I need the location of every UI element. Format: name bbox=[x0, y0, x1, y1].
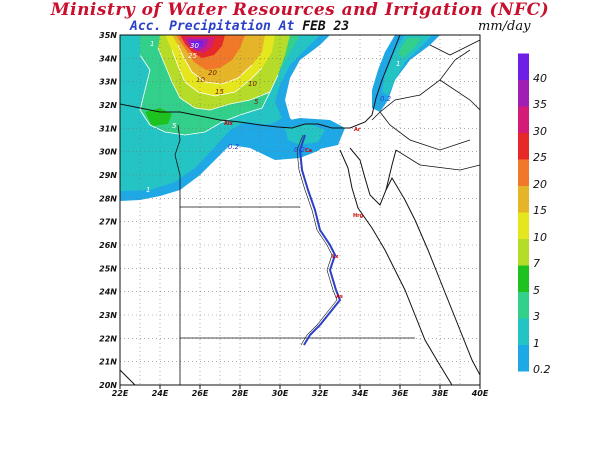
contour-label: 1 bbox=[146, 186, 150, 194]
legend-swatch bbox=[518, 345, 529, 372]
legend-swatch bbox=[518, 53, 529, 80]
legend-label: 1 bbox=[533, 337, 540, 350]
legend-labels: 0.2 1 3 5 7 10 15 20 25 30 35 40 bbox=[533, 72, 551, 376]
legend-label: 25 bbox=[533, 151, 547, 164]
x-tick-label: 28E bbox=[232, 389, 249, 398]
city-markers: Alx Ca Ar Hrg Lx As bbox=[224, 121, 364, 300]
contour-label: 10 bbox=[196, 76, 205, 84]
contour-label: 1 bbox=[396, 60, 400, 68]
y-tick-label: 21N bbox=[99, 358, 117, 367]
city-label: Hrg bbox=[353, 213, 364, 219]
y-tick-labels: 20N 21N 22N 23N 24N 25N 26N 27N 28N 29N … bbox=[99, 31, 117, 390]
legend-label: 30 bbox=[533, 125, 547, 138]
precip-area-delta-1 bbox=[285, 124, 325, 145]
x-tick-label: 30E bbox=[272, 389, 289, 398]
legend-label: 10 bbox=[533, 231, 547, 244]
x-tick-label: 22E bbox=[112, 389, 129, 398]
y-tick-label: 24N bbox=[99, 288, 117, 297]
legend-swatch bbox=[518, 106, 529, 133]
y-tick-label: 35N bbox=[99, 31, 117, 40]
legend-label: 0.2 bbox=[533, 363, 551, 376]
y-tick-label: 23N bbox=[99, 311, 117, 320]
y-tick-label: 33N bbox=[99, 78, 117, 87]
legend-label: 3 bbox=[533, 310, 540, 323]
x-tick-label: 24E bbox=[152, 389, 169, 398]
x-tick-label: 40E bbox=[471, 389, 489, 398]
y-tick-label: 34N bbox=[99, 54, 117, 63]
contour-label: 20 bbox=[208, 69, 217, 77]
contour-label: 0.2 bbox=[380, 95, 392, 103]
legend-label: 35 bbox=[533, 98, 547, 111]
map-frame bbox=[119, 34, 481, 386]
legend-swatch bbox=[518, 265, 529, 292]
x-tick-label: 32E bbox=[312, 389, 329, 398]
borders bbox=[174, 39, 480, 385]
x-tick-label: 26E bbox=[192, 389, 209, 398]
legend-label: 20 bbox=[533, 178, 547, 191]
contour-label: 0.2 bbox=[228, 143, 240, 151]
y-tick-label: 30N bbox=[99, 148, 117, 157]
contour-label: 25 bbox=[188, 52, 197, 60]
nile-banks bbox=[296, 134, 338, 346]
x-tick-label: 38E bbox=[432, 389, 449, 398]
y-tick-label: 31N bbox=[99, 124, 117, 133]
city-label: Alx bbox=[224, 121, 234, 127]
precip-area-ne-1 bbox=[382, 35, 432, 95]
legend-swatch bbox=[518, 186, 529, 213]
contour-label: 5 bbox=[254, 98, 259, 106]
precip-area-ne-3 bbox=[398, 38, 422, 58]
x-tick-label: 34E bbox=[352, 389, 369, 398]
legend-label: 7 bbox=[533, 257, 540, 270]
city-label: As bbox=[336, 294, 343, 300]
y-tick-label: 25N bbox=[99, 264, 117, 273]
legend-swatch bbox=[518, 212, 529, 239]
coastlines bbox=[120, 35, 480, 385]
legend-swatch bbox=[518, 292, 529, 319]
contour-label: 30 bbox=[190, 42, 199, 50]
legend-swatch bbox=[518, 159, 529, 186]
nile-river bbox=[298, 134, 342, 346]
legend-swatch bbox=[518, 80, 529, 107]
y-tick-label: 28N bbox=[99, 194, 117, 203]
legend-swatch bbox=[518, 133, 529, 160]
city-label: Ca bbox=[305, 148, 312, 154]
y-tick-label: 29N bbox=[99, 171, 117, 180]
subtitle-prefix: Acc. Precipitation At bbox=[130, 19, 295, 34]
city-label: Lx bbox=[332, 254, 339, 260]
legend-colorbar bbox=[518, 53, 529, 372]
precipitation-fields: 30 25 20 15 10 10 5 1 0.2 0.2 1 0.2 5 1 bbox=[120, 35, 480, 385]
tick-marks bbox=[119, 385, 481, 389]
city-label: Ar bbox=[354, 127, 361, 133]
subtitle-date: FEB 23 bbox=[302, 19, 350, 34]
y-tick-label: 22N bbox=[99, 334, 117, 343]
legend-swatch bbox=[518, 318, 529, 345]
y-tick-label: 20N bbox=[99, 381, 117, 390]
contour-label: 1 bbox=[150, 40, 154, 48]
units-label: mm/day bbox=[478, 19, 531, 34]
legend-label: 15 bbox=[533, 204, 547, 217]
legend-swatch bbox=[518, 239, 529, 266]
map-title: Ministry of Water Resources and Irrigati… bbox=[50, 0, 550, 20]
contour-label: 10 bbox=[248, 80, 257, 88]
y-tick-label: 32N bbox=[99, 101, 117, 110]
y-tick-label: 26N bbox=[99, 241, 117, 250]
legend-label: 5 bbox=[533, 284, 540, 297]
legend-label: 40 bbox=[533, 72, 547, 85]
contour-label: 5 bbox=[172, 122, 177, 130]
x-tick-labels: 22E 24E 26E 28E 30E 32E 34E 36E 38E 40E bbox=[112, 389, 489, 398]
map-subtitle: Acc. Precipitation At FEB 23 bbox=[130, 19, 349, 34]
x-tick-label: 36E bbox=[392, 389, 409, 398]
y-tick-label: 27N bbox=[99, 218, 117, 227]
